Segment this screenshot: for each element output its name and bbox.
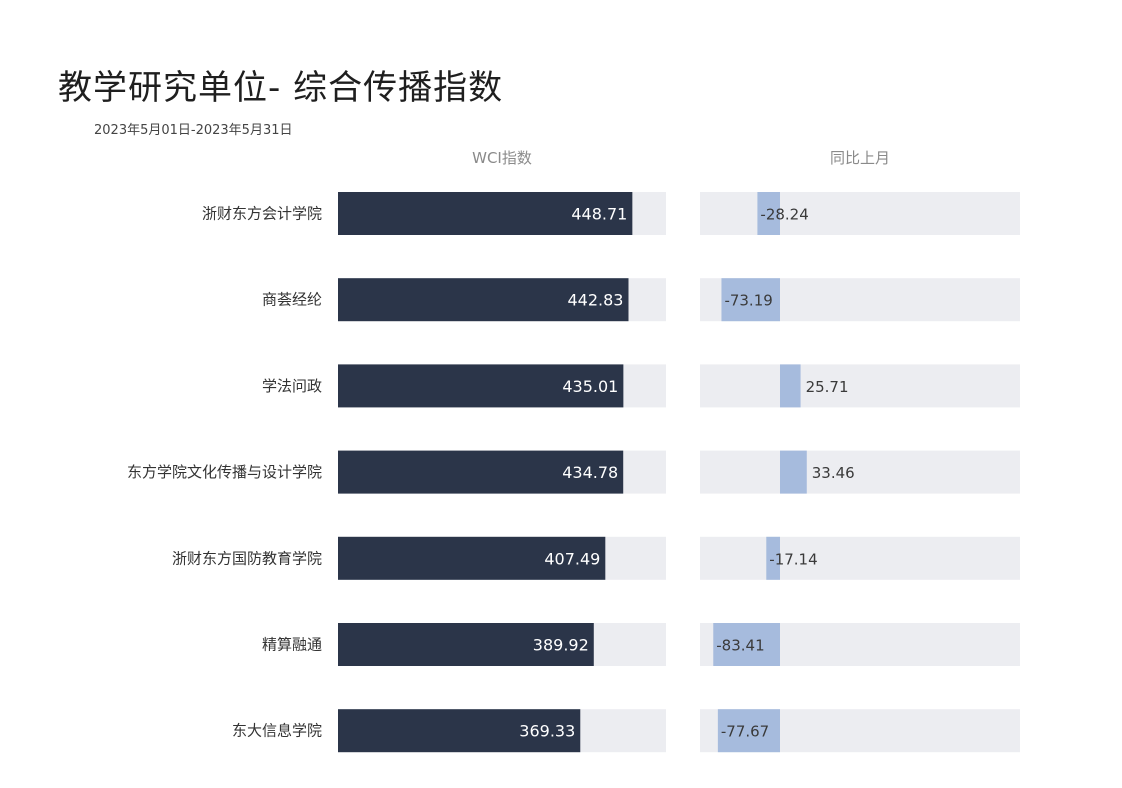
wci-bar <box>338 364 624 408</box>
wci-value-label: 442.83 <box>568 291 624 310</box>
yoy-track <box>700 450 1020 494</box>
yoy-value-label: -77.67 <box>721 723 769 741</box>
category-label: 学法问政 <box>262 377 322 395</box>
yoy-bar <box>717 709 780 753</box>
category-label: 商荟经纶 <box>262 291 322 309</box>
category-label: 东方学院文化传播与设计学院 <box>127 463 322 481</box>
yoy-value-label: 25.71 <box>806 378 849 396</box>
category-label: 精算融通 <box>262 636 322 654</box>
yoy-bar <box>757 192 780 235</box>
category-label: 浙财东方国防教育学院 <box>172 549 322 567</box>
wci-value-label: 389.92 <box>533 636 589 655</box>
wci-bar <box>338 278 629 322</box>
wci-value-label: 448.71 <box>571 205 627 224</box>
wci-column-header: WCI指数 <box>472 149 532 167</box>
wci-bar <box>338 192 633 235</box>
chart-title: 教学研究单位- 综合传播指数 <box>58 68 504 108</box>
yoy-value-label: -83.41 <box>716 637 764 655</box>
category-label: 浙财东方会计学院 <box>202 205 322 223</box>
date-range: 2023年5月01日-2023年5月31日 <box>94 123 293 138</box>
yoy-bar <box>713 623 780 666</box>
yoy-bar <box>780 450 807 494</box>
wci-bar <box>338 709 581 753</box>
yoy-track <box>700 192 1020 235</box>
category-label: 东大信息学院 <box>232 722 322 740</box>
yoy-bar <box>766 536 780 580</box>
wci-value-label: 369.33 <box>519 722 575 741</box>
wci-bar <box>338 450 624 494</box>
wci-value-label: 407.49 <box>544 549 600 568</box>
wci-bar <box>338 536 606 580</box>
yoy-value-label: -17.14 <box>769 550 817 568</box>
wci-bar <box>338 623 594 666</box>
yoy-column-header: 同比上月 <box>829 149 890 167</box>
wci-value-label: 434.78 <box>562 463 618 482</box>
wci-value-label: 435.01 <box>562 377 618 396</box>
yoy-value-label: -28.24 <box>760 206 808 224</box>
yoy-track <box>700 364 1020 408</box>
yoy-bar <box>721 278 780 322</box>
yoy-value-label: -73.19 <box>724 292 772 310</box>
yoy-value-label: 33.46 <box>812 464 855 482</box>
yoy-track <box>700 536 1020 580</box>
yoy-bar <box>780 364 801 408</box>
